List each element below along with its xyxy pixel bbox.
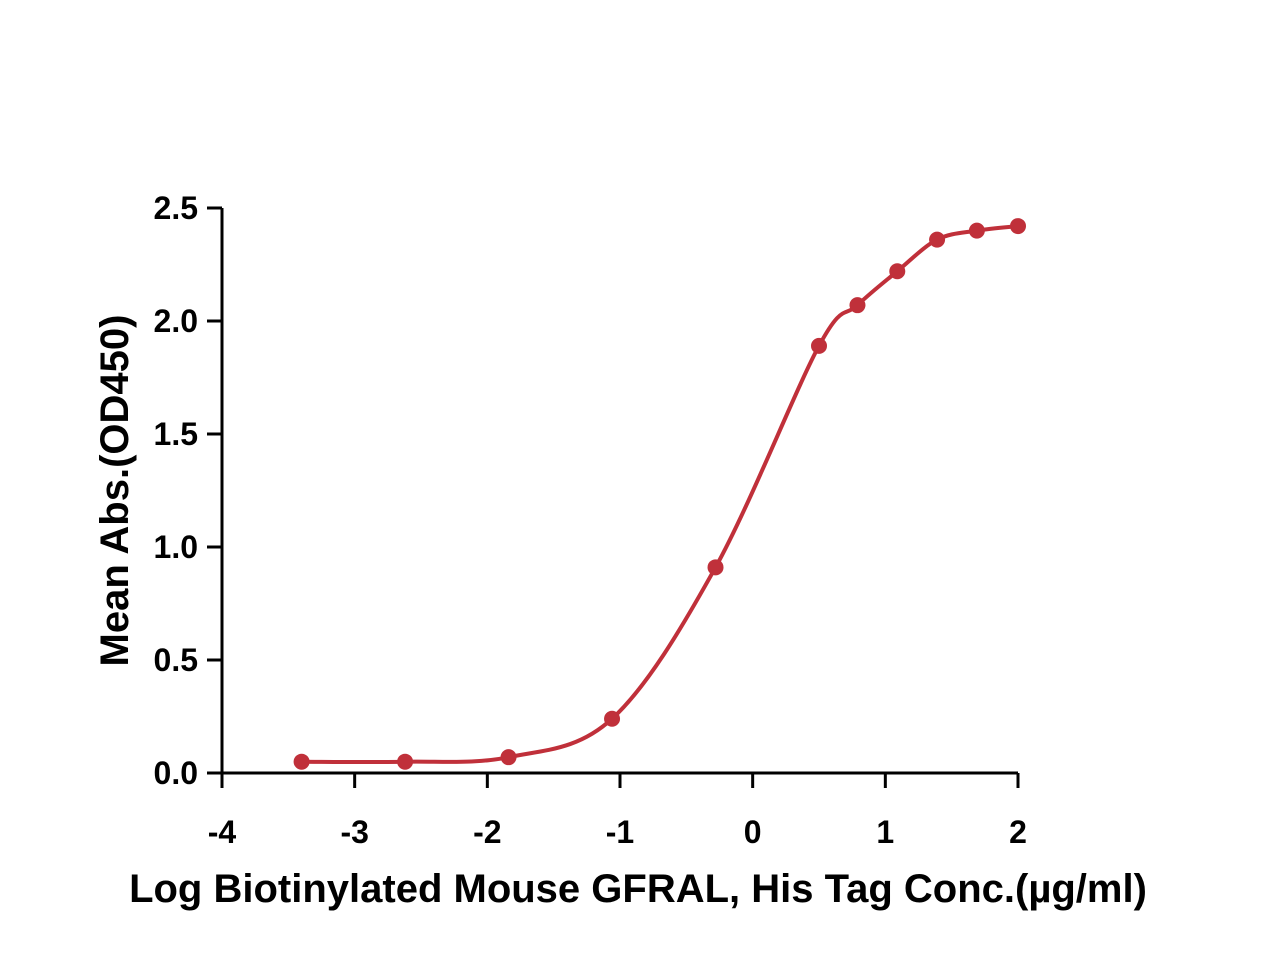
y-tick-label: 2.0 — [154, 303, 198, 339]
data-point — [968, 222, 985, 239]
fit-curve — [301, 224, 1019, 765]
data-point — [1010, 218, 1026, 235]
data-point — [849, 297, 866, 314]
x-ticks: -4 -3 -2 -1 0 1 2 — [208, 773, 1027, 850]
y-tick-label: 1.5 — [154, 416, 198, 452]
data-point — [811, 337, 827, 354]
data-point — [889, 263, 906, 280]
x-tick-label: -1 — [606, 814, 634, 850]
data-point — [397, 753, 414, 770]
data-point — [707, 559, 724, 576]
y-ticks: 0.0 0.5 1.0 1.5 2.0 2.5 — [154, 190, 222, 791]
x-tick-label: -4 — [208, 814, 237, 850]
data-point — [500, 749, 517, 766]
data-point — [929, 231, 946, 248]
x-tick-label: 0 — [744, 814, 762, 850]
y-tick-label: 1.0 — [154, 529, 198, 565]
y-axis-title: Mean Abs.(OD450) — [93, 315, 137, 667]
x-tick-label: -2 — [473, 814, 501, 850]
y-tick-label: 2.5 — [154, 190, 198, 226]
x-tick-label: 1 — [876, 814, 894, 850]
data-points — [293, 218, 1026, 770]
y-tick-label: 0.0 — [154, 755, 198, 791]
x-tick-label: 2 — [1009, 814, 1027, 850]
axes — [220, 208, 1018, 775]
data-point — [604, 710, 621, 727]
x-axis-title: Log Biotinylated Mouse GFRAL, His Tag Co… — [129, 867, 1147, 911]
data-point — [293, 753, 310, 770]
y-tick-label: 0.5 — [154, 642, 198, 678]
x-tick-label: -3 — [340, 814, 368, 850]
